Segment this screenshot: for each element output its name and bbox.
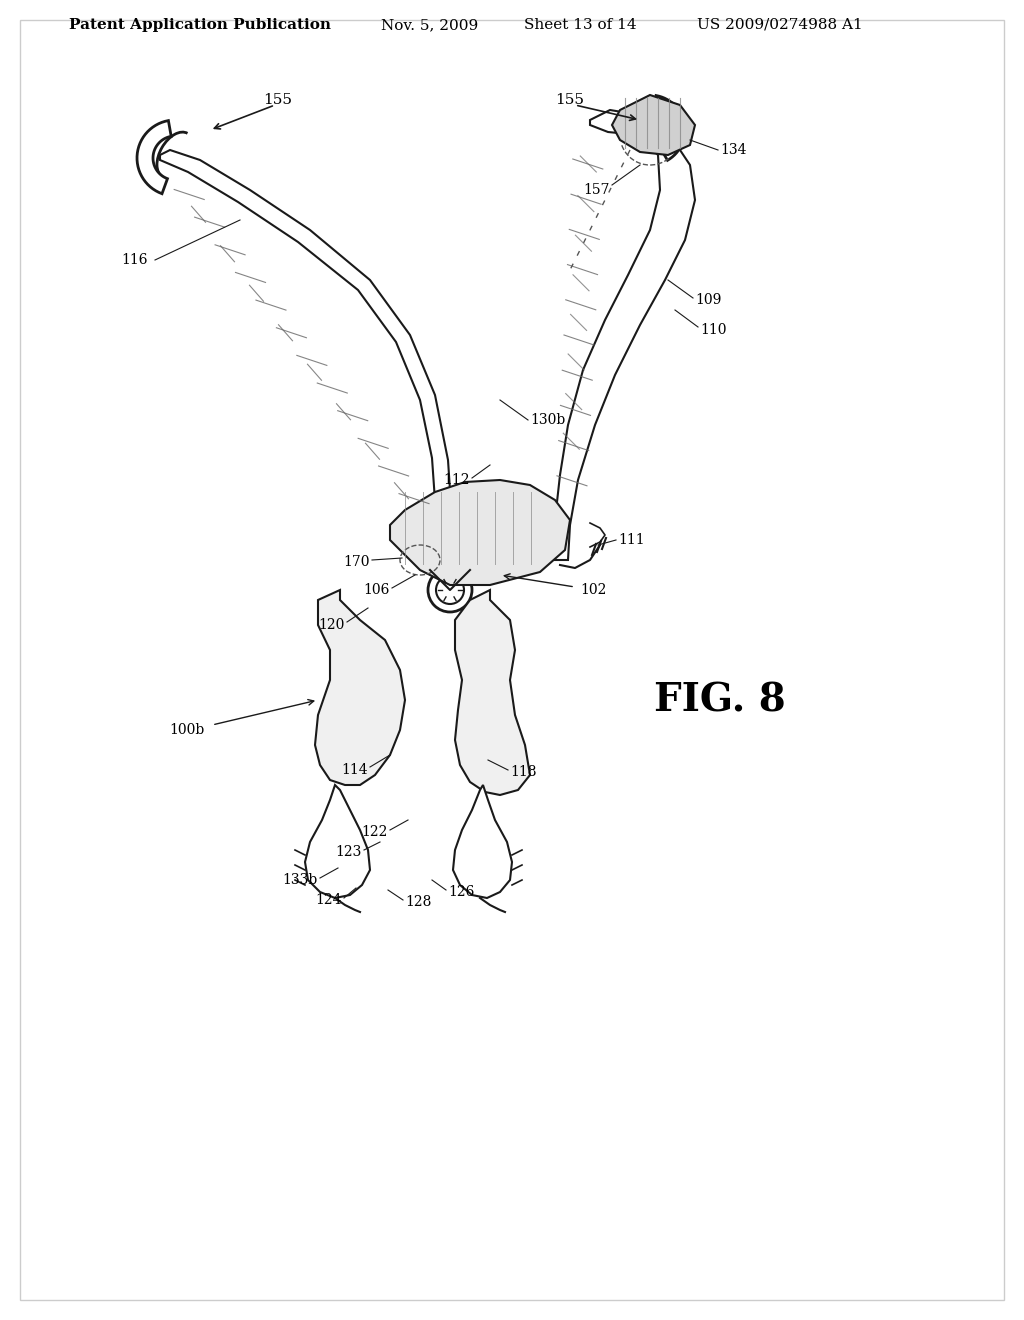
Text: 111: 111 [618, 533, 645, 546]
Polygon shape [305, 785, 370, 898]
Text: 116: 116 [122, 253, 148, 267]
Polygon shape [137, 120, 171, 194]
Text: 109: 109 [695, 293, 721, 308]
Text: 114: 114 [341, 763, 368, 777]
Text: 124: 124 [315, 894, 342, 907]
Text: 106: 106 [364, 583, 390, 597]
Text: 112: 112 [443, 473, 470, 487]
Text: 110: 110 [700, 323, 726, 337]
Text: Patent Application Publication: Patent Application Publication [69, 18, 331, 32]
Text: Sheet 13 of 14: Sheet 13 of 14 [523, 18, 636, 32]
Polygon shape [455, 590, 530, 795]
Text: 128: 128 [406, 895, 431, 909]
Circle shape [428, 568, 472, 612]
Text: 100b: 100b [170, 723, 205, 737]
Text: 102: 102 [580, 583, 606, 597]
Text: 130b: 130b [530, 413, 565, 426]
Text: FIG. 8: FIG. 8 [654, 681, 785, 719]
Text: 157: 157 [584, 183, 610, 197]
Text: Nov. 5, 2009: Nov. 5, 2009 [381, 18, 478, 32]
Text: 133b: 133b [283, 873, 318, 887]
Polygon shape [315, 590, 406, 785]
Text: 170: 170 [343, 554, 370, 569]
Polygon shape [390, 480, 570, 585]
Polygon shape [160, 150, 452, 550]
Text: 120: 120 [318, 618, 345, 632]
Circle shape [436, 576, 464, 605]
Text: 134: 134 [720, 143, 746, 157]
Text: 122: 122 [361, 825, 388, 840]
Polygon shape [555, 110, 695, 560]
Polygon shape [612, 95, 695, 154]
Polygon shape [453, 785, 512, 898]
Text: 155: 155 [263, 92, 293, 107]
Text: US 2009/0274988 A1: US 2009/0274988 A1 [697, 18, 863, 32]
Text: 126: 126 [449, 884, 474, 899]
Polygon shape [653, 95, 685, 160]
Text: 155: 155 [555, 92, 585, 107]
Text: 123: 123 [336, 845, 362, 859]
Text: 118: 118 [510, 766, 537, 779]
